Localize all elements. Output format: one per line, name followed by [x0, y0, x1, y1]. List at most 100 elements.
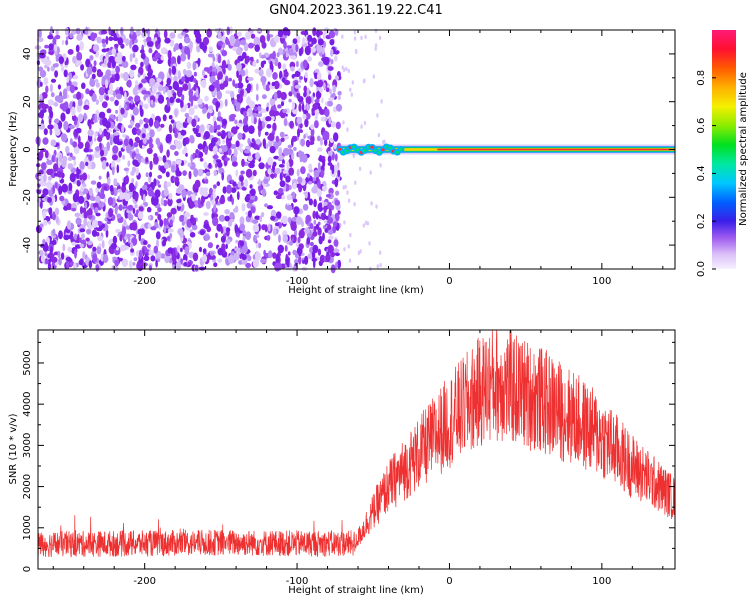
- noise-blob: [136, 262, 141, 270]
- noise-blob: [198, 246, 203, 253]
- noise-blob: [175, 176, 179, 183]
- noise-blob: [221, 172, 224, 181]
- noise-blob: [203, 131, 211, 140]
- noise-blob: [262, 138, 266, 148]
- noise-blob: [148, 171, 153, 178]
- noise-blob: [86, 228, 92, 235]
- noise-blob: [182, 137, 187, 147]
- noise-blob: [252, 223, 259, 233]
- noise-blob: [84, 201, 88, 210]
- noise-blob: [130, 248, 135, 253]
- noise-blob: [154, 211, 159, 216]
- noise-blob: [43, 128, 48, 136]
- noise-blob: [197, 57, 201, 65]
- noise-blob: [263, 249, 266, 256]
- noise-blob: [79, 161, 85, 171]
- noise-blob: [112, 187, 118, 197]
- noise-blob: [80, 185, 84, 193]
- noise-blob: [87, 174, 90, 180]
- noise-blob: [115, 246, 119, 251]
- noise-blob: [316, 188, 322, 197]
- noise-blob-faint: [380, 99, 383, 104]
- noise-blob: [310, 124, 315, 130]
- noise-blob: [310, 47, 317, 53]
- noise-blob: [180, 129, 187, 136]
- noise-blob: [175, 120, 182, 130]
- noise-blob: [274, 167, 281, 175]
- noise-blob: [140, 157, 146, 163]
- noise-blob: [285, 257, 290, 262]
- noise-blob: [206, 112, 211, 119]
- noise-blob: [108, 55, 115, 63]
- noise-blob: [216, 83, 221, 93]
- noise-blob-faint: [379, 262, 382, 268]
- noise-blob: [281, 215, 289, 225]
- noise-blob: [260, 212, 265, 218]
- noise-blob: [212, 192, 216, 202]
- noise-blob: [242, 124, 249, 133]
- noise-blob: [81, 207, 87, 213]
- noise-blob: [122, 154, 126, 160]
- noise-blob: [240, 39, 246, 46]
- noise-blob: [334, 55, 338, 62]
- noise-blob: [220, 130, 226, 140]
- noise-blob: [159, 144, 164, 154]
- noise-blob: [131, 151, 135, 160]
- noise-blob: [234, 205, 239, 212]
- noise-blob: [91, 93, 97, 102]
- noise-blob: [254, 68, 260, 74]
- noise-blob: [245, 262, 252, 269]
- noise-blob: [302, 59, 308, 69]
- noise-blob: [176, 87, 183, 98]
- noise-blob: [163, 224, 167, 234]
- noise-blob: [191, 224, 198, 231]
- noise-blob: [272, 72, 278, 80]
- noise-blob: [118, 204, 123, 211]
- noise-blob: [266, 234, 271, 241]
- noise-blob: [292, 38, 298, 45]
- noise-blob: [272, 161, 277, 167]
- noise-blob: [123, 219, 127, 226]
- noise-blob-faint: [357, 250, 361, 256]
- noise-blob: [278, 147, 283, 157]
- noise-blob: [167, 228, 174, 233]
- noise-blob: [227, 64, 232, 71]
- noise-blob-faint: [344, 184, 347, 190]
- noise-blob: [135, 29, 141, 37]
- noise-blob: [277, 61, 282, 70]
- noise-blob: [229, 218, 235, 223]
- noise-blob-faint: [343, 220, 346, 225]
- noise-blob: [204, 234, 211, 241]
- noise-blob: [131, 177, 135, 184]
- noise-blob: [132, 106, 139, 116]
- noise-blob-faint: [370, 201, 373, 206]
- noise-blob: [306, 141, 310, 147]
- noise-blob: [113, 178, 118, 186]
- noise-blob: [142, 193, 146, 204]
- noise-blob: [335, 190, 340, 196]
- noise-blob: [250, 206, 256, 214]
- noise-blob: [72, 141, 78, 148]
- noise-blob: [105, 95, 110, 101]
- noise-blob: [57, 95, 64, 104]
- noise-blob: [188, 170, 192, 180]
- noise-blob: [322, 82, 326, 89]
- noise-blob: [213, 202, 217, 212]
- spectrogram-ytick-label: 40: [22, 48, 33, 61]
- noise-blob: [282, 63, 287, 71]
- noise-blob: [48, 189, 54, 197]
- noise-blob: [272, 122, 277, 132]
- noise-blob: [312, 103, 319, 111]
- noise-blob: [190, 217, 193, 222]
- noise-blob: [40, 181, 48, 187]
- noise-blob: [58, 257, 62, 266]
- noise-blob: [229, 113, 237, 118]
- noise-blob: [91, 229, 98, 237]
- noise-blob: [87, 215, 93, 219]
- noise-blob: [323, 27, 330, 35]
- noise-blob: [220, 235, 226, 243]
- noise-blob: [138, 66, 144, 76]
- noise-blob: [38, 66, 44, 72]
- noise-blob: [294, 259, 299, 264]
- noise-blob: [327, 147, 331, 152]
